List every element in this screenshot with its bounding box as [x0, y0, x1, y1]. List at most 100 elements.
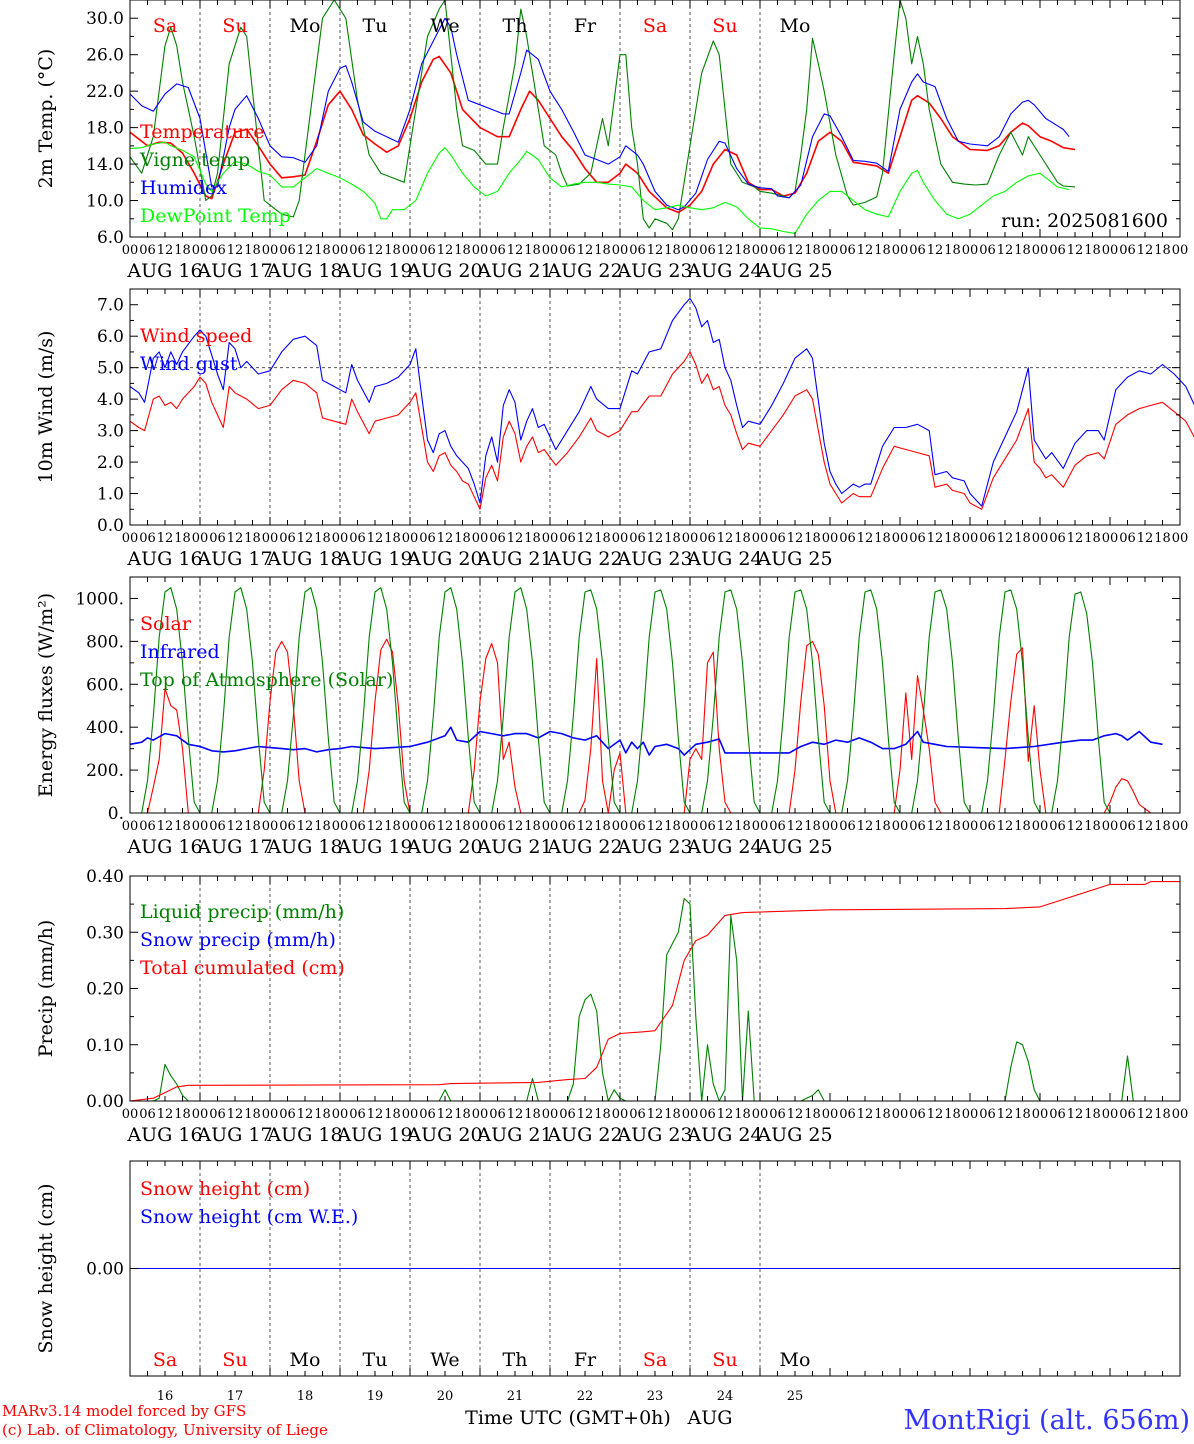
legend-entry: Temperature — [140, 121, 264, 143]
y-tick-label: 3.0 — [97, 422, 124, 442]
hour-tick-label: 00 — [962, 531, 979, 546]
hour-tick-label: 00 — [612, 531, 629, 546]
legend-entry: Top of Atmosphere (Solar) — [140, 669, 393, 691]
hour-tick-label: 00 — [752, 243, 769, 258]
hour-tick-label: 12 — [787, 819, 804, 834]
date-label: AUG 23 — [616, 548, 692, 570]
hour-tick-label: 06 — [559, 243, 576, 258]
hour-tick-label: 06 — [209, 243, 226, 258]
weekday-label-bottom: Sa — [643, 1349, 667, 1371]
y-tick-label: 6.0 — [97, 228, 124, 248]
date-label: AUG 18 — [266, 548, 342, 570]
hour-tick-label: 18 — [384, 243, 401, 258]
hour-tick-label: 06 — [839, 243, 856, 258]
legend-entry: Humidex — [140, 177, 227, 199]
series-line-infrared — [129, 726, 1163, 756]
hour-tick-label: 18 — [524, 819, 541, 834]
legend-entry: Solar — [140, 613, 192, 635]
hour-tick-label: 00 — [192, 531, 209, 546]
weekday-label-bottom: Tu — [363, 1349, 388, 1371]
weekday-label-bottom: Mo — [780, 1349, 811, 1371]
weekday-label-bottom: We — [430, 1349, 459, 1371]
hour-tick-label: 12 — [647, 531, 664, 546]
hour-tick-label: 18 — [664, 531, 681, 546]
hour-tick-label: 06 — [839, 819, 856, 834]
hour-tick-label: 00 — [612, 243, 629, 258]
hour-tick-label: 06 — [699, 531, 716, 546]
hour-tick-label: 06 — [839, 1107, 856, 1122]
hour-tick-label: 06 — [349, 1107, 366, 1122]
date-label: AUG 18 — [266, 836, 342, 858]
y-tick-label: 6.0 — [97, 327, 124, 347]
y-tick-label: 400. — [86, 718, 124, 738]
hour-tick-label: 06 — [1119, 1107, 1136, 1122]
series-line-temperature — [129, 55, 1076, 214]
hour-tick-label: 00 — [472, 531, 489, 546]
series-line-wind-speed — [129, 351, 1194, 510]
day-number-label: 20 — [437, 1389, 454, 1404]
hour-tick-label: 06 — [1049, 1107, 1066, 1122]
y-axis-label: Precip (mm/h) — [35, 920, 57, 1058]
weekday-label-bottom: Su — [712, 1349, 737, 1371]
hour-tick-label: 18 — [944, 531, 961, 546]
hour-tick-label: 18 — [524, 531, 541, 546]
date-label: AUG 20 — [406, 836, 482, 858]
hour-tick-label: 12 — [297, 243, 314, 258]
hour-tick-label: 12 — [927, 819, 944, 834]
hour-tick-label: 06 — [209, 531, 226, 546]
date-label: AUG 18 — [266, 260, 342, 282]
date-label: AUG 23 — [616, 836, 692, 858]
legend-entry: Snow precip (mm/h) — [140, 929, 336, 951]
hour-tick-label: 06 — [769, 243, 786, 258]
hour-tick-label: 12 — [787, 1107, 804, 1122]
hour-tick-label: 06 — [1119, 819, 1136, 834]
hour-tick-label: 00 — [332, 531, 349, 546]
hour-tick-label: 00 — [122, 243, 139, 258]
date-label: AUG 19 — [336, 548, 412, 570]
hour-tick-label: 06 — [629, 243, 646, 258]
hour-tick-label: 00 — [192, 1107, 209, 1122]
hour-tick-label: 18 — [1014, 819, 1031, 834]
hour-tick-label: 18 — [244, 243, 261, 258]
series-line-solar — [130, 638, 1152, 814]
hour-tick-label: 18 — [664, 819, 681, 834]
y-tick-label: 0.00 — [86, 1260, 124, 1280]
footer-model: MARv3.14 model forced by GFS — [2, 1402, 246, 1420]
hour-tick-label: 12 — [1067, 531, 1084, 546]
hour-tick-label: 00 — [332, 1107, 349, 1122]
hour-tick-label: 12 — [437, 1107, 454, 1122]
date-label: AUG 20 — [406, 260, 482, 282]
weekday-label-bottom: Fr — [574, 1349, 597, 1371]
hour-tick-label: 06 — [1049, 243, 1066, 258]
hour-tick-label: 12 — [1137, 531, 1154, 546]
hour-tick-label: 00 — [1102, 531, 1119, 546]
hour-tick-label: 18 — [244, 531, 261, 546]
hour-tick-label: 06 — [909, 243, 926, 258]
y-axis-label: 2m Temp. (°C) — [35, 49, 57, 189]
y-tick-label: 1.0 — [97, 485, 124, 505]
hour-tick-label: 18 — [454, 819, 471, 834]
hour-tick-label: 18 — [1154, 531, 1171, 546]
series-line-humidex — [129, 17, 1070, 211]
hour-tick-label: 18 — [384, 819, 401, 834]
hour-tick-label: 12 — [927, 531, 944, 546]
hour-tick-label: 06 — [979, 819, 996, 834]
y-axis-label: Snow height (cm) — [35, 1183, 57, 1353]
hour-tick-label: 12 — [297, 1107, 314, 1122]
day-number-label: 18 — [297, 1389, 314, 1404]
hour-tick-label: 18 — [1154, 819, 1171, 834]
hour-tick-label: 18 — [874, 243, 891, 258]
x-axis-title: Time UTC (GMT+0h) — [465, 1407, 671, 1429]
hour-tick-label: 12 — [927, 243, 944, 258]
hour-tick-label: 18 — [314, 243, 331, 258]
plot-frame — [129, 288, 1181, 526]
hour-tick-label: 06 — [1119, 531, 1136, 546]
y-tick-label: 14.0 — [86, 155, 124, 175]
weekday-label-top: Su — [712, 15, 737, 37]
hour-tick-label: 12 — [577, 819, 594, 834]
hour-tick-label: 18 — [734, 819, 751, 834]
date-label: AUG 17 — [196, 548, 272, 570]
hour-tick-label: 18 — [594, 531, 611, 546]
date-label: AUG 22 — [546, 1124, 622, 1146]
